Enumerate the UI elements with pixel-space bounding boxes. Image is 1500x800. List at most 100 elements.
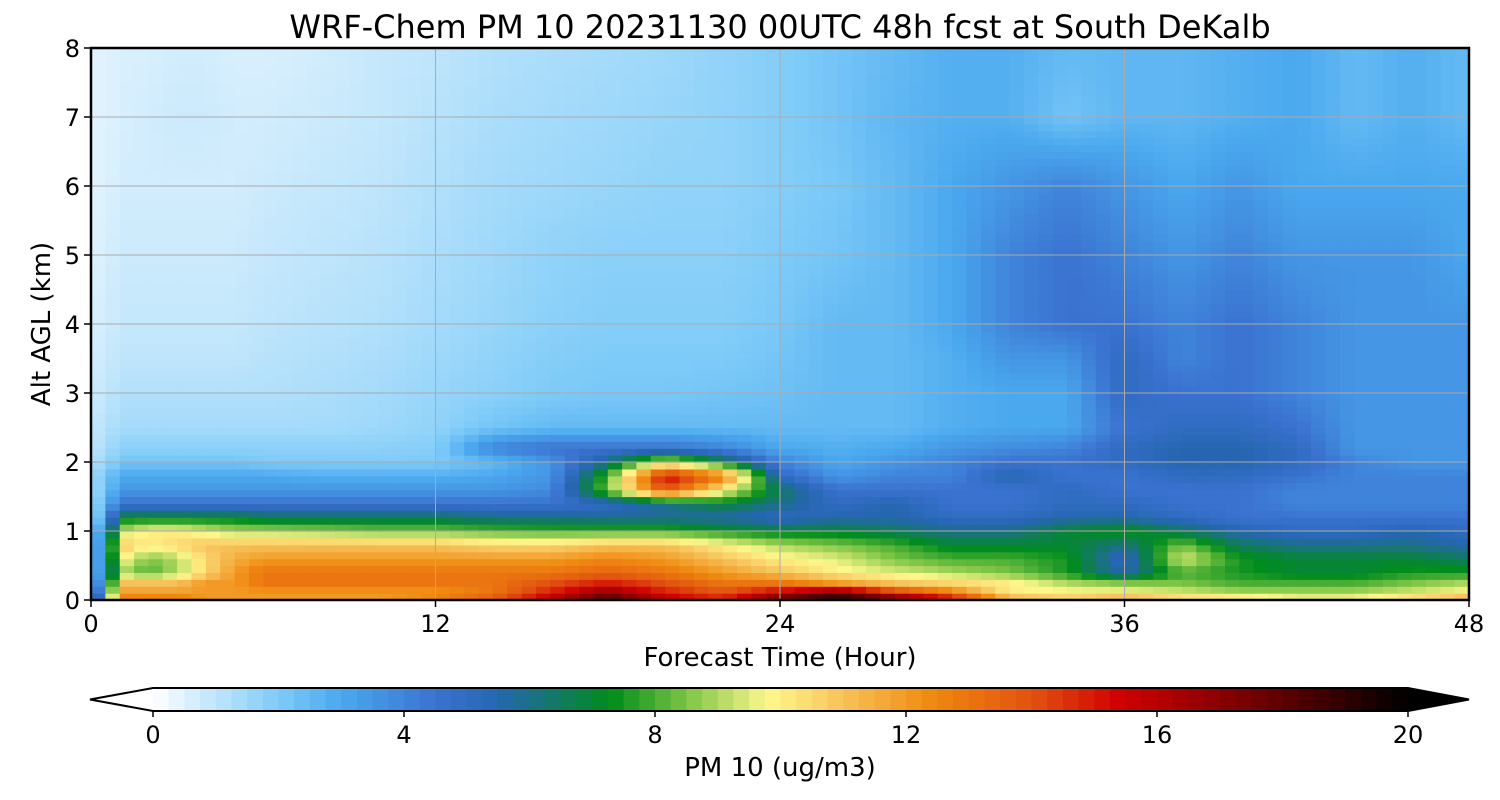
heatmap-cell (134, 455, 150, 463)
heatmap-cell (234, 275, 250, 284)
heatmap-cell (134, 268, 150, 277)
heatmap-cell (1138, 579, 1154, 587)
heatmap-cell (291, 372, 307, 380)
heatmap-cell (1181, 324, 1197, 332)
heatmap-cell (191, 296, 207, 304)
heatmap-cell (105, 351, 121, 360)
heatmap-cell (220, 427, 236, 435)
heatmap-cell (1224, 289, 1240, 297)
heatmap-cell (837, 455, 853, 463)
heatmap-cell (1311, 572, 1327, 580)
heatmap-cell (722, 317, 738, 325)
heatmap-cell (607, 475, 623, 484)
heatmap-cell (1282, 455, 1298, 463)
heatmap-cell (1411, 517, 1427, 525)
heatmap-cell (980, 420, 996, 429)
heatmap-cell (866, 413, 882, 422)
heatmap-cell (291, 261, 307, 270)
heatmap-cell (607, 482, 623, 491)
heatmap-cell (134, 531, 150, 539)
heatmap-cell (1009, 386, 1025, 394)
heatmap-cell (1110, 537, 1126, 546)
heatmap-cell (492, 413, 508, 422)
heatmap-cell (851, 593, 867, 601)
heatmap-cell (162, 255, 178, 263)
heatmap-cell (162, 462, 178, 470)
heatmap-cell (134, 406, 150, 415)
heatmap-cell (263, 393, 279, 401)
heatmap-cell (736, 524, 752, 532)
heatmap-cell (1110, 337, 1126, 346)
heatmap-cell (693, 282, 709, 291)
heatmap-cell (363, 586, 379, 594)
heatmap-cell (535, 337, 551, 346)
heatmap-cell (1196, 413, 1212, 422)
heatmap-cell (952, 248, 968, 256)
heatmap-cell (449, 572, 465, 580)
heatmap-cell (1296, 489, 1312, 498)
heatmap-cell (91, 524, 106, 532)
heatmap-cell (191, 268, 207, 277)
heatmap-cell (1325, 310, 1341, 318)
heatmap-cell (1153, 572, 1169, 580)
heatmap-cell (1325, 468, 1341, 477)
heatmap-cell (1153, 489, 1169, 498)
heatmap-cell (1181, 572, 1197, 580)
heatmap-cell (421, 579, 437, 587)
heatmap-cell (1282, 434, 1298, 442)
heatmap-cell (550, 317, 566, 325)
heatmap-cell (1325, 593, 1341, 601)
heatmap-cell (593, 337, 609, 346)
heatmap-cell (622, 558, 638, 567)
heatmap-cell (1339, 344, 1355, 353)
heatmap-cell (765, 372, 781, 380)
heatmap-cell (421, 593, 437, 601)
heatmap-cell (1397, 303, 1413, 311)
heatmap-cell (622, 468, 638, 477)
heatmap-cell (880, 482, 896, 491)
heatmap-cell (1311, 579, 1327, 587)
heatmap-cell (105, 393, 121, 401)
heatmap-cell (1196, 344, 1212, 353)
heatmap-cell (995, 275, 1011, 284)
heatmap-cell (220, 420, 236, 429)
heatmap-cell (1339, 475, 1355, 484)
heatmap-cell (535, 399, 551, 408)
heatmap-cell (392, 289, 408, 297)
heatmap-cell (636, 551, 652, 560)
heatmap-cell (1009, 344, 1025, 353)
heatmap-cell (679, 303, 695, 311)
heatmap-cell (593, 386, 609, 394)
heatmap-cell (909, 565, 925, 573)
heatmap-cell (1296, 303, 1312, 311)
heatmap-cell (1268, 330, 1283, 339)
heatmap-cell (952, 282, 968, 291)
heatmap-cell (1181, 455, 1197, 463)
heatmap-cell (1024, 441, 1039, 449)
heatmap-cell (650, 399, 666, 408)
heatmap-cell (1067, 441, 1083, 449)
heatmap-cell (1196, 441, 1212, 449)
heatmap-cell (1181, 386, 1197, 394)
heatmap-cell (1110, 427, 1126, 435)
heatmap-cell (1067, 344, 1083, 353)
heatmap-cell (909, 351, 925, 360)
heatmap-cell (1282, 241, 1298, 249)
heatmap-cell (622, 427, 638, 435)
heatmap-cell (550, 310, 566, 318)
heatmap-cell (780, 365, 795, 373)
heatmap-cell (1253, 524, 1269, 532)
heatmap-cell (579, 317, 594, 325)
heatmap-cell (392, 524, 408, 532)
heatmap-cell (492, 379, 508, 387)
heatmap-cell (564, 372, 580, 380)
heatmap-cell (1052, 337, 1068, 346)
heatmap-cell (234, 317, 250, 325)
heatmap-cell (148, 268, 164, 277)
heatmap-cell (765, 399, 781, 408)
heatmap-cell (650, 462, 666, 470)
heatmap-cell (1210, 365, 1226, 373)
heatmap-cell (191, 537, 207, 546)
heatmap-cell (751, 551, 767, 560)
heatmap-cell (1181, 289, 1197, 297)
